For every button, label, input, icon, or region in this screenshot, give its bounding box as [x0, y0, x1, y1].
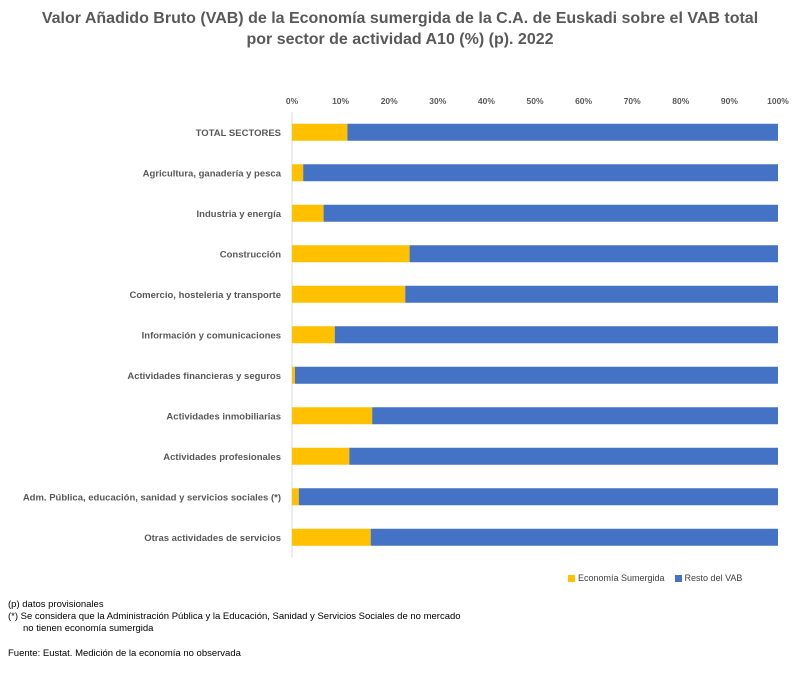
- legend-label-resto-vab: Resto del VAB: [684, 573, 743, 583]
- stacked-bar-chart: 0% 10% 20% 30% 40% 50% 60% 70% 80% 90% 100% TOTAL S…: [23, 96, 789, 558]
- bar-resto-vab: [370, 528, 778, 546]
- bar-economia-sumergida: [292, 366, 295, 384]
- legend-label-economia-sumergida: Economía Sumergida: [578, 573, 665, 583]
- category-label: Industria y energía: [197, 209, 282, 220]
- bar-resto-vab: [372, 407, 778, 425]
- bar-resto-vab: [349, 447, 778, 465]
- bar-resto-vab: [294, 366, 778, 384]
- category-label: TOTAL SECTORES: [196, 128, 281, 139]
- bar-resto-vab: [334, 326, 778, 344]
- bar-economia-sumergida: [292, 447, 350, 465]
- x-tick-label: 100%: [767, 96, 789, 106]
- category-label: Actividades financieras y seguros: [127, 371, 281, 382]
- category-label: Construcción: [220, 249, 281, 260]
- footnote-asterisk-continued: no tienen economía sumergida: [23, 623, 154, 634]
- bar-economia-sumergida: [292, 528, 371, 546]
- category-label: Actividades inmobiliarias: [166, 411, 281, 422]
- x-tick-label: 40%: [478, 96, 495, 106]
- footnotes: (p) datos provisionales (*) Se considera…: [8, 599, 461, 635]
- legend-swatch-economia-sumergida: [568, 574, 575, 582]
- bar-resto-vab: [298, 488, 778, 506]
- category-label: Adm. Pública, educación, sanidad y servi…: [23, 492, 281, 503]
- bar-resto-vab: [323, 204, 778, 222]
- x-tick-label: 10%: [332, 96, 349, 106]
- bar-economia-sumergida: [292, 488, 299, 506]
- footnote-asterisk: (*) Se considera que la Administración P…: [8, 611, 461, 622]
- bar-economia-sumergida: [292, 407, 373, 425]
- x-tick-label: 30%: [429, 96, 446, 106]
- bar-economia-sumergida: [292, 326, 335, 344]
- source-note: Fuente: Eustat. Medición de la economía …: [8, 648, 241, 659]
- legend: Economía Sumergida Resto del VAB: [568, 573, 752, 583]
- bar-resto-vab: [409, 245, 778, 263]
- bar-economia-sumergida: [292, 285, 406, 303]
- x-tick-label: 20%: [381, 96, 398, 106]
- bar-economia-sumergida: [292, 245, 410, 263]
- bar-economia-sumergida: [292, 123, 348, 141]
- legend-item-economia-sumergida: Economía Sumergida: [568, 573, 665, 583]
- chart-title: Valor Añadido Bruto (VAB) de la Economía…: [0, 8, 800, 50]
- legend-swatch-resto-vab: [674, 574, 682, 582]
- x-tick-label: 90%: [721, 96, 738, 106]
- chart-title-line-1: Valor Añadido Bruto (VAB) de la Economía…: [41, 10, 759, 27]
- category-label: Agricultura, ganadería y pesca: [143, 168, 282, 179]
- category-label: Información y comunicaciones: [142, 330, 281, 341]
- x-tick-label: 80%: [672, 96, 689, 106]
- x-tick-label: 70%: [624, 96, 641, 106]
- bar-resto-vab: [405, 285, 778, 303]
- category-label: Actividades profesionales: [163, 452, 281, 463]
- bar-resto-vab: [347, 123, 778, 141]
- footnote-provisional: (p) datos provisionales: [8, 599, 104, 610]
- bar-economia-sumergida: [292, 204, 324, 222]
- category-label: Otras actividades de servicios: [144, 533, 281, 544]
- x-tick-label: 60%: [575, 96, 592, 106]
- bar-resto-vab: [303, 164, 778, 182]
- legend-item-resto-vab: Resto del VAB: [674, 573, 743, 583]
- chart-title-line-2: por sector de actividad A10 (%) (p). 202…: [246, 31, 554, 48]
- bar-economia-sumergida: [292, 164, 304, 182]
- x-tick-label: 0%: [286, 96, 299, 106]
- x-tick-label: 50%: [526, 96, 543, 106]
- category-label: Comercio, hosteleria y transporte: [129, 290, 281, 301]
